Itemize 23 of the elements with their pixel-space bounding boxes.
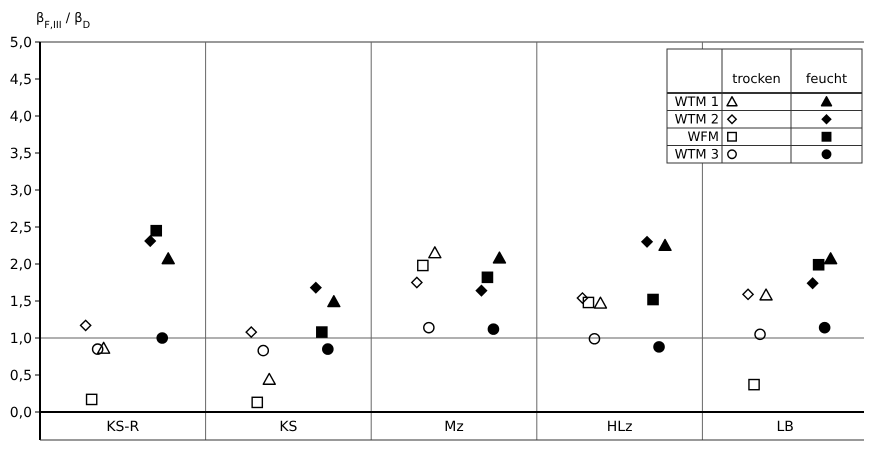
x-tick-label: KS-R xyxy=(106,419,140,435)
legend-label: WTM 1 xyxy=(674,95,719,110)
x-tick-label: LB xyxy=(776,419,794,435)
y-tick-label: 3,0 xyxy=(10,183,32,199)
y-tick-label: 4,0 xyxy=(10,109,32,125)
legend-label: WTM 3 xyxy=(674,148,719,162)
x-tick-label: KS xyxy=(279,419,298,435)
x-tick-label: Mz xyxy=(444,419,464,435)
y-tick-label: 4,5 xyxy=(10,72,32,88)
legend-label: WTM 2 xyxy=(674,112,719,128)
y-tick-label: 0,0 xyxy=(10,405,32,421)
y-tick-label: 2,0 xyxy=(10,257,32,273)
legend-label: WFM xyxy=(687,130,719,145)
y-tick-label: 1,5 xyxy=(10,294,32,310)
annotation: trocken xyxy=(732,72,781,87)
y-tick-label: 0,5 xyxy=(10,368,32,384)
x-tick-label: HLz xyxy=(606,419,632,435)
y-tick-label: 3,5 xyxy=(10,146,32,162)
y-tick-label: 5,0 xyxy=(10,35,32,51)
y-tick-label: 1,0 xyxy=(10,331,32,347)
y-tick-label: 2,5 xyxy=(10,220,32,236)
annotation: feucht xyxy=(806,72,848,87)
y-axis-title: β$_{F,III}$ / β$_{D}$ xyxy=(36,11,90,30)
